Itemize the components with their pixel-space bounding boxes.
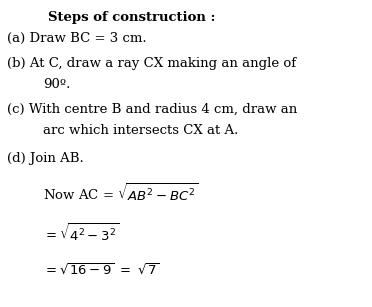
Text: (c) With centre B and radius 4 cm, draw an: (c) With centre B and radius 4 cm, draw …: [7, 103, 298, 116]
Text: Steps of construction :: Steps of construction :: [48, 11, 216, 24]
Text: 90º.: 90º.: [43, 78, 70, 91]
Text: (b) At C, draw a ray CX making an angle of: (b) At C, draw a ray CX making an angle …: [7, 57, 296, 70]
Text: arc which intersects CX at A.: arc which intersects CX at A.: [43, 124, 238, 137]
Text: $= \sqrt{4^2 - 3^2}$: $= \sqrt{4^2 - 3^2}$: [43, 223, 119, 244]
Text: Now AC = $\sqrt{AB^2 - BC^2}$: Now AC = $\sqrt{AB^2 - BC^2}$: [43, 183, 198, 204]
Text: $= \sqrt{16-9}$ $=$ $\sqrt{7}$: $= \sqrt{16-9}$ $=$ $\sqrt{7}$: [43, 262, 159, 278]
Text: (d) Join AB.: (d) Join AB.: [7, 152, 84, 165]
Text: (a) Draw BC = 3 cm.: (a) Draw BC = 3 cm.: [7, 32, 147, 45]
